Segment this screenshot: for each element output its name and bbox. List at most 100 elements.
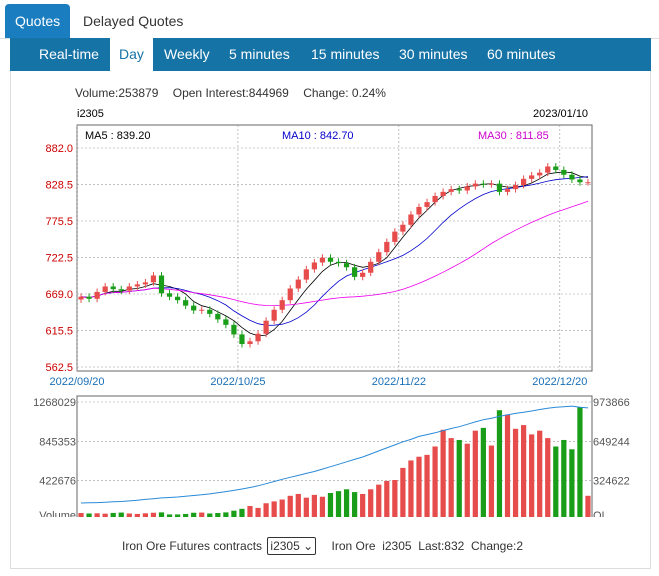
candle [287,285,293,304]
candle-body [520,178,527,186]
candle [191,302,197,314]
candle [142,278,149,288]
candle [585,178,591,186]
date-tick-label: 2022/09/20 [49,376,104,388]
candle [360,269,366,281]
candle [126,283,132,294]
tab-delayed-quotes[interactable]: Delayed Quotes [83,13,184,29]
candle-body [118,289,124,291]
candle-body [577,179,583,183]
candle [319,254,326,266]
candle-body [335,261,342,264]
volume-bar [191,512,197,517]
candle [448,185,454,196]
volume-bar [231,510,237,517]
volume-bar [561,439,567,517]
volume-bar [529,434,535,517]
candle-body [360,272,366,277]
ma5-label: MA5 : 839.20 [85,130,150,142]
candle [118,285,124,294]
volume-bar [352,492,358,517]
price-tick-label: 775.5 [45,216,73,228]
volume-bar [255,507,261,517]
candle-body [343,263,350,268]
candle [480,180,486,188]
candle-body [488,183,495,185]
volume-bar [472,430,478,517]
open-interest-line [80,405,589,504]
volume-bar [577,407,583,517]
candle-body [199,309,205,311]
volume-bar [327,493,334,517]
volume-bar [207,513,213,517]
volume-bar [102,513,108,517]
volume-bar [376,484,382,517]
candle-body [110,286,116,290]
candle-body [440,191,446,196]
chart-symbol: i2305 [77,108,104,120]
candle [271,306,277,325]
tab-5-minutes[interactable]: 5 minutes [229,46,290,62]
candle [352,263,358,281]
candle [512,181,519,193]
candle-body [416,206,422,215]
info-symbol: i2305 [382,539,412,553]
volume-bar [311,494,317,517]
price-plot-area [76,124,593,372]
tab-weekly[interactable]: Weekly [164,46,210,62]
volume-bar [569,449,575,517]
volume-bar [303,497,309,517]
candle-body [150,275,157,283]
contract-selector-bar: Iron Ore Futures contracts i2305 ⌄ Iron … [122,537,523,555]
candle [335,258,342,267]
volume-bar [456,439,462,517]
candle [400,221,406,236]
candle [255,330,261,345]
candle [207,306,213,318]
volume-bar [94,513,100,517]
info-commodity: Iron Ore [331,539,376,553]
candle-body [78,296,84,300]
candle-body [456,189,462,191]
volume-bar [512,428,519,517]
volume-bar [440,429,446,517]
price-tick-label: 562.5 [45,362,73,374]
tab-15-minutes[interactable]: 15 minutes [311,46,380,62]
candle [343,259,350,271]
date-tick-label: 2022/10/25 [210,376,265,388]
candle [247,337,253,348]
candle-body [311,262,317,270]
open-interest-stat: Open Interest:844969 [172,86,289,100]
volume-bar [408,460,414,517]
candle [456,185,462,194]
candle-body [545,166,551,173]
candle-body [424,202,430,207]
candle [496,180,503,196]
candle [577,176,583,186]
candle-body [102,286,108,292]
ma30-label: MA30 : 811.85 [478,130,549,142]
contract-select[interactable]: i2305 ⌄ [267,537,317,555]
price-tick-label: 722.5 [45,252,73,264]
tab-day[interactable]: Day [110,38,153,71]
candle [561,166,567,179]
oi-tick-label: 973866 [593,397,630,409]
candle-body [231,324,237,335]
volume-bar [142,513,149,517]
candle-body [255,333,261,342]
volume-bar [150,512,157,517]
tab-real-time[interactable]: Real-time [39,46,99,62]
volume-bar [118,512,124,517]
volume-bar [480,427,486,517]
candle [303,265,309,284]
tab-30-minutes[interactable]: 30 minutes [399,46,468,62]
volume-bar [158,512,165,517]
volume-bar [223,512,229,517]
candle-body [295,279,301,289]
tab-60-minutes[interactable]: 60 minutes [487,46,556,62]
candle [295,276,301,292]
volume-bar [183,513,189,517]
volume-bar [279,499,285,517]
tab-quotes[interactable]: Quotes [5,4,71,38]
candle-body [207,309,213,314]
